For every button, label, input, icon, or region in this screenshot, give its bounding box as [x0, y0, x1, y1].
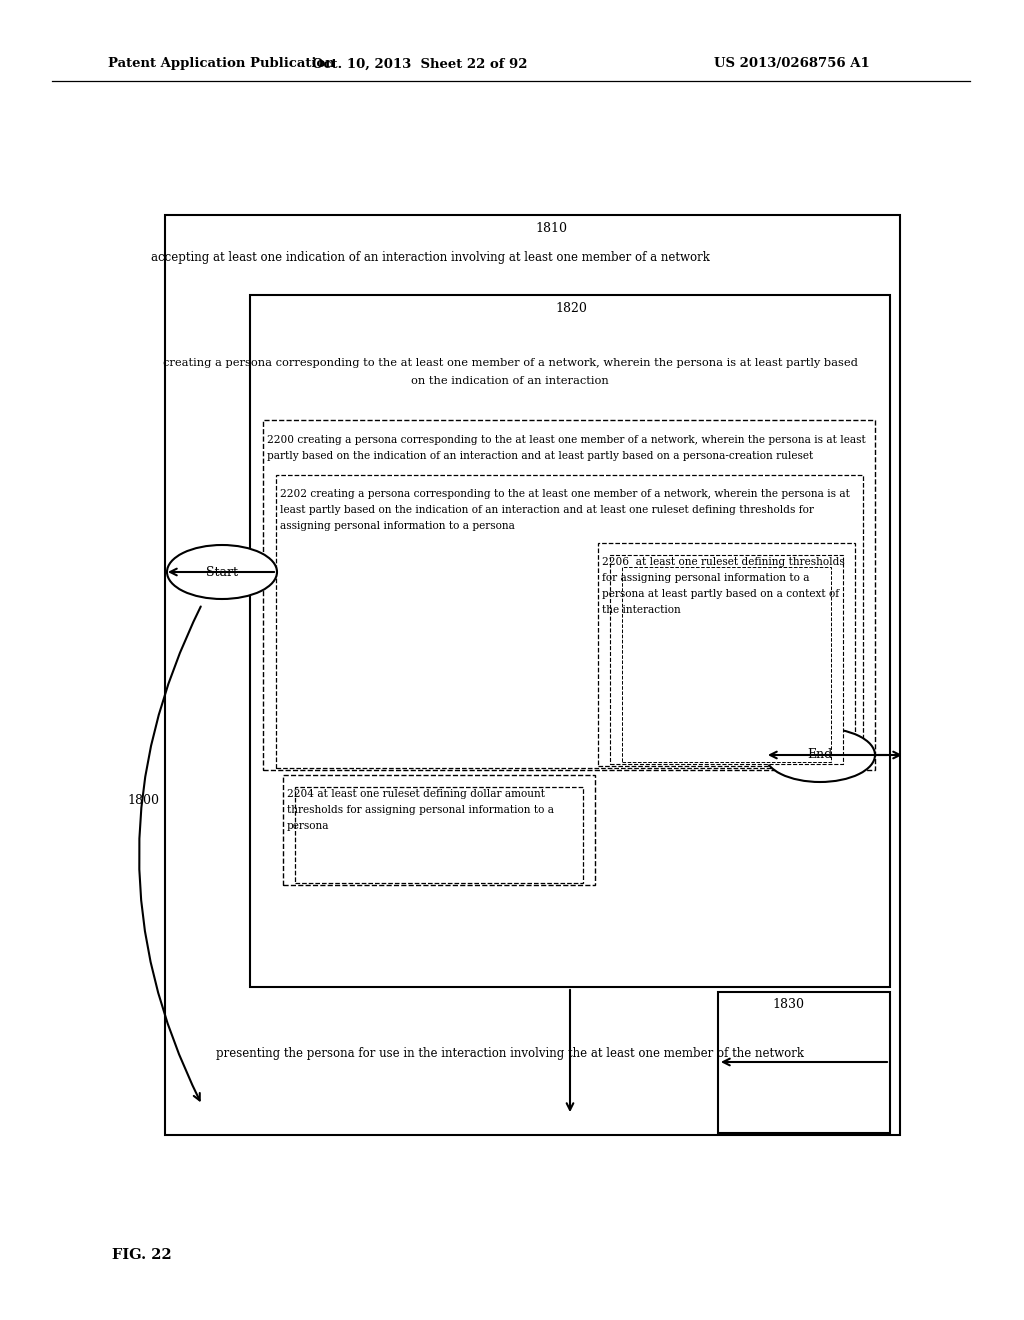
- Text: 1830: 1830: [772, 998, 804, 1011]
- Text: on the indication of an interaction: on the indication of an interaction: [411, 376, 609, 385]
- Text: thresholds for assigning personal information to a: thresholds for assigning personal inform…: [287, 805, 554, 814]
- Text: creating a persona corresponding to the at least one member of a network, wherei: creating a persona corresponding to the …: [163, 358, 857, 368]
- Text: partly based on the indication of an interaction and at least partly based on a : partly based on the indication of an int…: [267, 451, 813, 461]
- Ellipse shape: [765, 729, 874, 781]
- Text: accepting at least one indication of an interaction involving at least one membe: accepting at least one indication of an …: [151, 252, 710, 264]
- Text: 1810: 1810: [535, 222, 567, 235]
- Text: Patent Application Publication: Patent Application Publication: [108, 58, 335, 70]
- Text: FIG. 22: FIG. 22: [112, 1247, 172, 1262]
- Bar: [295, 787, 583, 883]
- Bar: [598, 543, 855, 766]
- Bar: [165, 215, 900, 1135]
- Text: 1800: 1800: [127, 793, 159, 807]
- Bar: [263, 420, 874, 770]
- Bar: [276, 475, 863, 768]
- Bar: [718, 993, 890, 1133]
- Text: assigning personal information to a persona: assigning personal information to a pers…: [280, 521, 515, 531]
- Text: least partly based on the indication of an interaction and at least one ruleset : least partly based on the indication of …: [280, 506, 814, 515]
- Text: for assigning personal information to a: for assigning personal information to a: [602, 573, 810, 583]
- Text: End: End: [807, 748, 833, 762]
- Text: 2202 creating a persona corresponding to the at least one member of a network, w: 2202 creating a persona corresponding to…: [280, 488, 850, 499]
- Text: 1820: 1820: [555, 301, 587, 314]
- Text: persona at least partly based on a context of: persona at least partly based on a conte…: [602, 589, 839, 599]
- Text: 2206  at least one ruleset defining thresholds: 2206 at least one ruleset defining thres…: [602, 557, 845, 568]
- Bar: [622, 568, 831, 762]
- Text: the interaction: the interaction: [602, 605, 681, 615]
- Text: persona: persona: [287, 821, 330, 832]
- Text: 2200 creating a persona corresponding to the at least one member of a network, w: 2200 creating a persona corresponding to…: [267, 436, 865, 445]
- Text: presenting the persona for use in the interaction involving the at least one mem: presenting the persona for use in the in…: [216, 1047, 804, 1060]
- Bar: [283, 775, 595, 884]
- Text: US 2013/0268756 A1: US 2013/0268756 A1: [715, 58, 870, 70]
- Bar: [250, 294, 890, 987]
- Ellipse shape: [167, 545, 278, 599]
- Text: 2204 at least one ruleset defining dollar amount: 2204 at least one ruleset defining dolla…: [287, 789, 545, 799]
- Bar: [610, 554, 843, 764]
- Text: Start: Start: [206, 565, 238, 578]
- Text: Oct. 10, 2013  Sheet 22 of 92: Oct. 10, 2013 Sheet 22 of 92: [312, 58, 527, 70]
